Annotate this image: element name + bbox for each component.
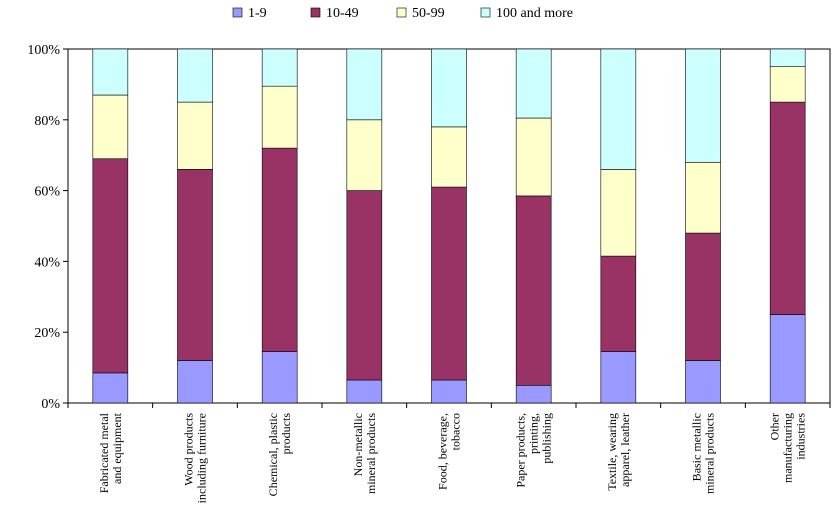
x-category-label-line: manufacturing — [781, 413, 795, 483]
bar-group — [685, 48, 721, 404]
bar-segment — [346, 190, 383, 381]
legend-item: 50-99 — [396, 6, 445, 21]
x-category-label-line: including furniture — [195, 413, 209, 503]
legend-swatch — [480, 7, 491, 18]
y-tick-label: 100% — [27, 43, 60, 58]
x-category-label: Non-metallicmineral products — [351, 413, 378, 494]
bar-segment — [92, 158, 129, 374]
x-category-label-line: products — [279, 413, 293, 455]
x-category-label-line: Fabricated metal — [97, 412, 111, 493]
bar-segment — [769, 66, 806, 103]
bar-segment — [177, 169, 213, 361]
bar-group — [261, 48, 298, 404]
bar-segment — [346, 379, 383, 404]
bar-segment — [431, 48, 467, 128]
legend-label: 10-49 — [326, 6, 359, 21]
bar-segment — [346, 119, 383, 191]
legend-label: 100 and more — [496, 6, 573, 21]
bar-segment — [261, 85, 298, 149]
y-tick-label: 40% — [34, 255, 60, 270]
bar-group — [515, 48, 552, 404]
x-category-label-line: Chemical, plastic — [266, 413, 280, 496]
bar-segment — [261, 147, 298, 352]
x-category-label-line: mineral products — [703, 413, 717, 494]
bar-segment — [515, 117, 552, 197]
x-category-label-line: industries — [794, 413, 808, 460]
bar-segment — [92, 94, 129, 160]
bar-segment — [261, 351, 298, 404]
legend-item: 10-49 — [310, 6, 359, 21]
bar-segment — [515, 48, 552, 119]
y-tick-label: 0% — [41, 397, 60, 412]
y-tick-label: 80% — [34, 114, 60, 129]
bar-segment — [685, 360, 721, 404]
bar-segment — [92, 48, 129, 96]
x-category-label: Wood productsincluding furniture — [182, 413, 209, 504]
y-tick-label: 20% — [34, 326, 60, 341]
x-category-label-line: Food, beverage, — [436, 413, 450, 490]
x-category-label: Food, beverage,tobacco — [436, 413, 463, 490]
x-category-label-line: tobacco — [449, 413, 463, 450]
bar-segment — [431, 186, 467, 381]
x-category-label-line: Non-metallic — [351, 413, 365, 476]
bar-segment — [685, 232, 721, 361]
legend-item: 100 and more — [480, 6, 573, 21]
x-category-label: Othermanufacturingindustries — [768, 413, 808, 483]
bar-segment — [515, 384, 552, 404]
x-category-label-line: and equipment — [110, 412, 124, 484]
x-category-label-line: publishing — [540, 413, 554, 464]
bar-segment — [431, 379, 467, 404]
bar-segment — [600, 255, 637, 352]
x-category-label: Chemical, plasticproducts — [266, 413, 293, 497]
bar-segment — [346, 48, 383, 121]
legend-label: 50-99 — [412, 6, 445, 21]
bar-group — [92, 48, 129, 404]
x-category-label-line: apparel, leather — [618, 413, 632, 487]
x-category-label: Basic metallicmineral products — [690, 413, 717, 494]
bar-segment — [600, 169, 637, 257]
x-category-label-line: Paper products, — [514, 413, 528, 488]
bar-segment — [515, 195, 552, 386]
bar-segment — [92, 372, 129, 404]
bar-segment — [600, 351, 637, 404]
x-category-label: Textile, wearingapparel, leather — [605, 413, 632, 491]
bar-group — [769, 48, 806, 404]
bar-group — [177, 48, 213, 404]
x-category-label-line: Other — [768, 413, 782, 440]
x-category-label: Paper products,printing,publishing — [514, 413, 554, 488]
bar-segment — [769, 101, 806, 315]
bar-segment — [685, 48, 721, 163]
legend-swatch — [396, 7, 407, 18]
x-category-label-line: Wood products — [182, 413, 196, 486]
legend-item: 1-9 — [232, 6, 267, 21]
x-category-label: Fabricated metaland equipment — [97, 412, 124, 493]
x-category-label-line: Textile, wearing — [605, 413, 619, 491]
bar-segment — [600, 48, 637, 170]
bar-segment — [177, 360, 213, 404]
bar-segment — [177, 48, 213, 103]
bar-segment — [685, 161, 721, 234]
bar-group — [346, 48, 383, 404]
y-tick-label: 60% — [34, 185, 60, 200]
bar-group — [431, 48, 467, 404]
bar-segment — [177, 101, 213, 170]
bar-segment — [769, 48, 806, 68]
legend-swatch — [232, 7, 243, 18]
bar-group — [600, 48, 637, 404]
legend-label: 1-9 — [248, 6, 267, 21]
x-category-label-line: mineral products — [364, 413, 378, 494]
x-category-label-line: printing, — [527, 413, 541, 454]
x-category-label-line: Basic metallic — [690, 413, 704, 481]
bar-segment — [769, 314, 806, 404]
bar-segment — [431, 126, 467, 188]
bar-segment — [261, 48, 298, 87]
legend-swatch — [310, 7, 321, 18]
